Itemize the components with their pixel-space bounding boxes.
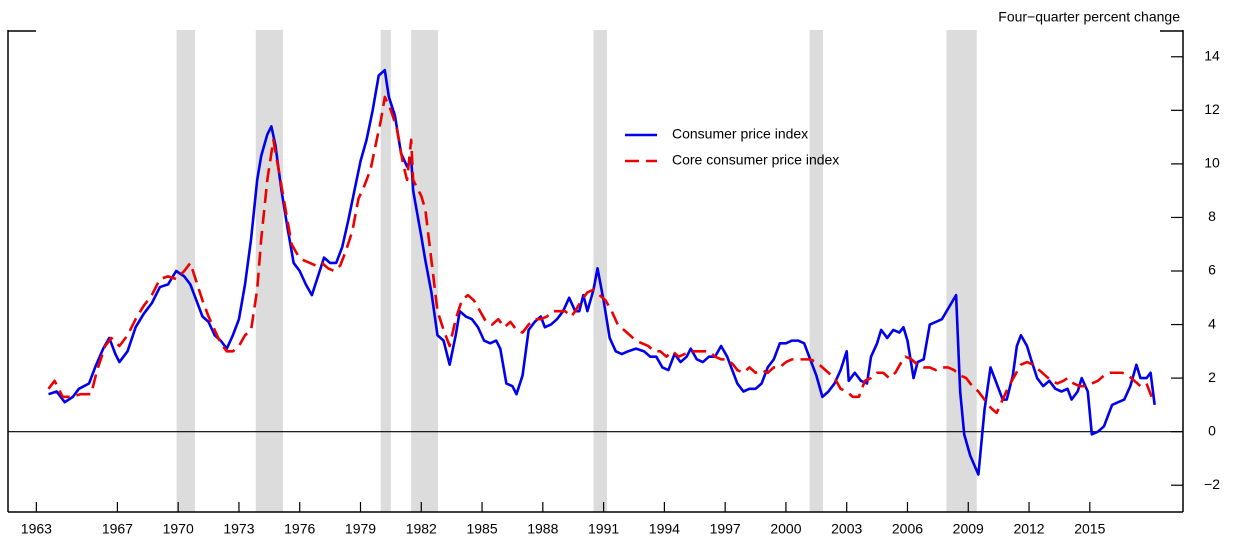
x-tick-label: 1988: [527, 521, 558, 537]
legend-label: Core consumer price index: [672, 152, 839, 168]
recession-band: [380, 30, 391, 512]
recession-band: [593, 30, 608, 512]
x-tick-label: 2012: [1013, 521, 1044, 537]
recession-band: [411, 30, 439, 512]
series-line: [47, 95, 1154, 415]
x-tick-label: 1970: [163, 521, 194, 537]
x-tick-label: 1979: [345, 521, 376, 537]
x-tick-label: 1991: [588, 521, 619, 537]
legend-label: Consumer price index: [672, 126, 808, 142]
axis-label: Four−quarter percent change: [998, 9, 1180, 25]
x-tick-label: 1963: [21, 521, 52, 537]
x-tick-label: 1985: [466, 521, 497, 537]
x-tick-label: 1973: [223, 521, 254, 537]
recession-band: [255, 30, 283, 512]
recession-band: [946, 30, 977, 512]
x-tick-label: 2000: [770, 521, 801, 537]
x-tick-label: 1982: [406, 521, 437, 537]
x-tick-label: 1967: [102, 521, 133, 537]
y-tick-label: 2: [1208, 369, 1216, 385]
recession-bands: [176, 30, 977, 512]
x-tick-label: 2003: [831, 521, 862, 537]
y-tick-label: 0: [1208, 422, 1216, 438]
y-tick-label: 8: [1208, 208, 1216, 224]
y-tick-label: 6: [1208, 262, 1216, 278]
y-tick-label: −2: [1204, 476, 1220, 492]
x-tick-label: 2015: [1074, 521, 1105, 537]
series-line: [48, 68, 1156, 476]
x-tick-label: 2006: [892, 521, 923, 537]
y-tick-label: 4: [1208, 315, 1216, 331]
y-tick-label: 14: [1204, 47, 1220, 63]
y-tick-label: 12: [1204, 101, 1220, 117]
x-tick-label: 1997: [710, 521, 741, 537]
x-tick-label: 1994: [649, 521, 680, 537]
x-tick-label: 1976: [284, 521, 315, 537]
y-tick-label: 10: [1204, 155, 1220, 171]
x-tick-label: 2009: [953, 521, 984, 537]
recession-band: [809, 30, 824, 512]
